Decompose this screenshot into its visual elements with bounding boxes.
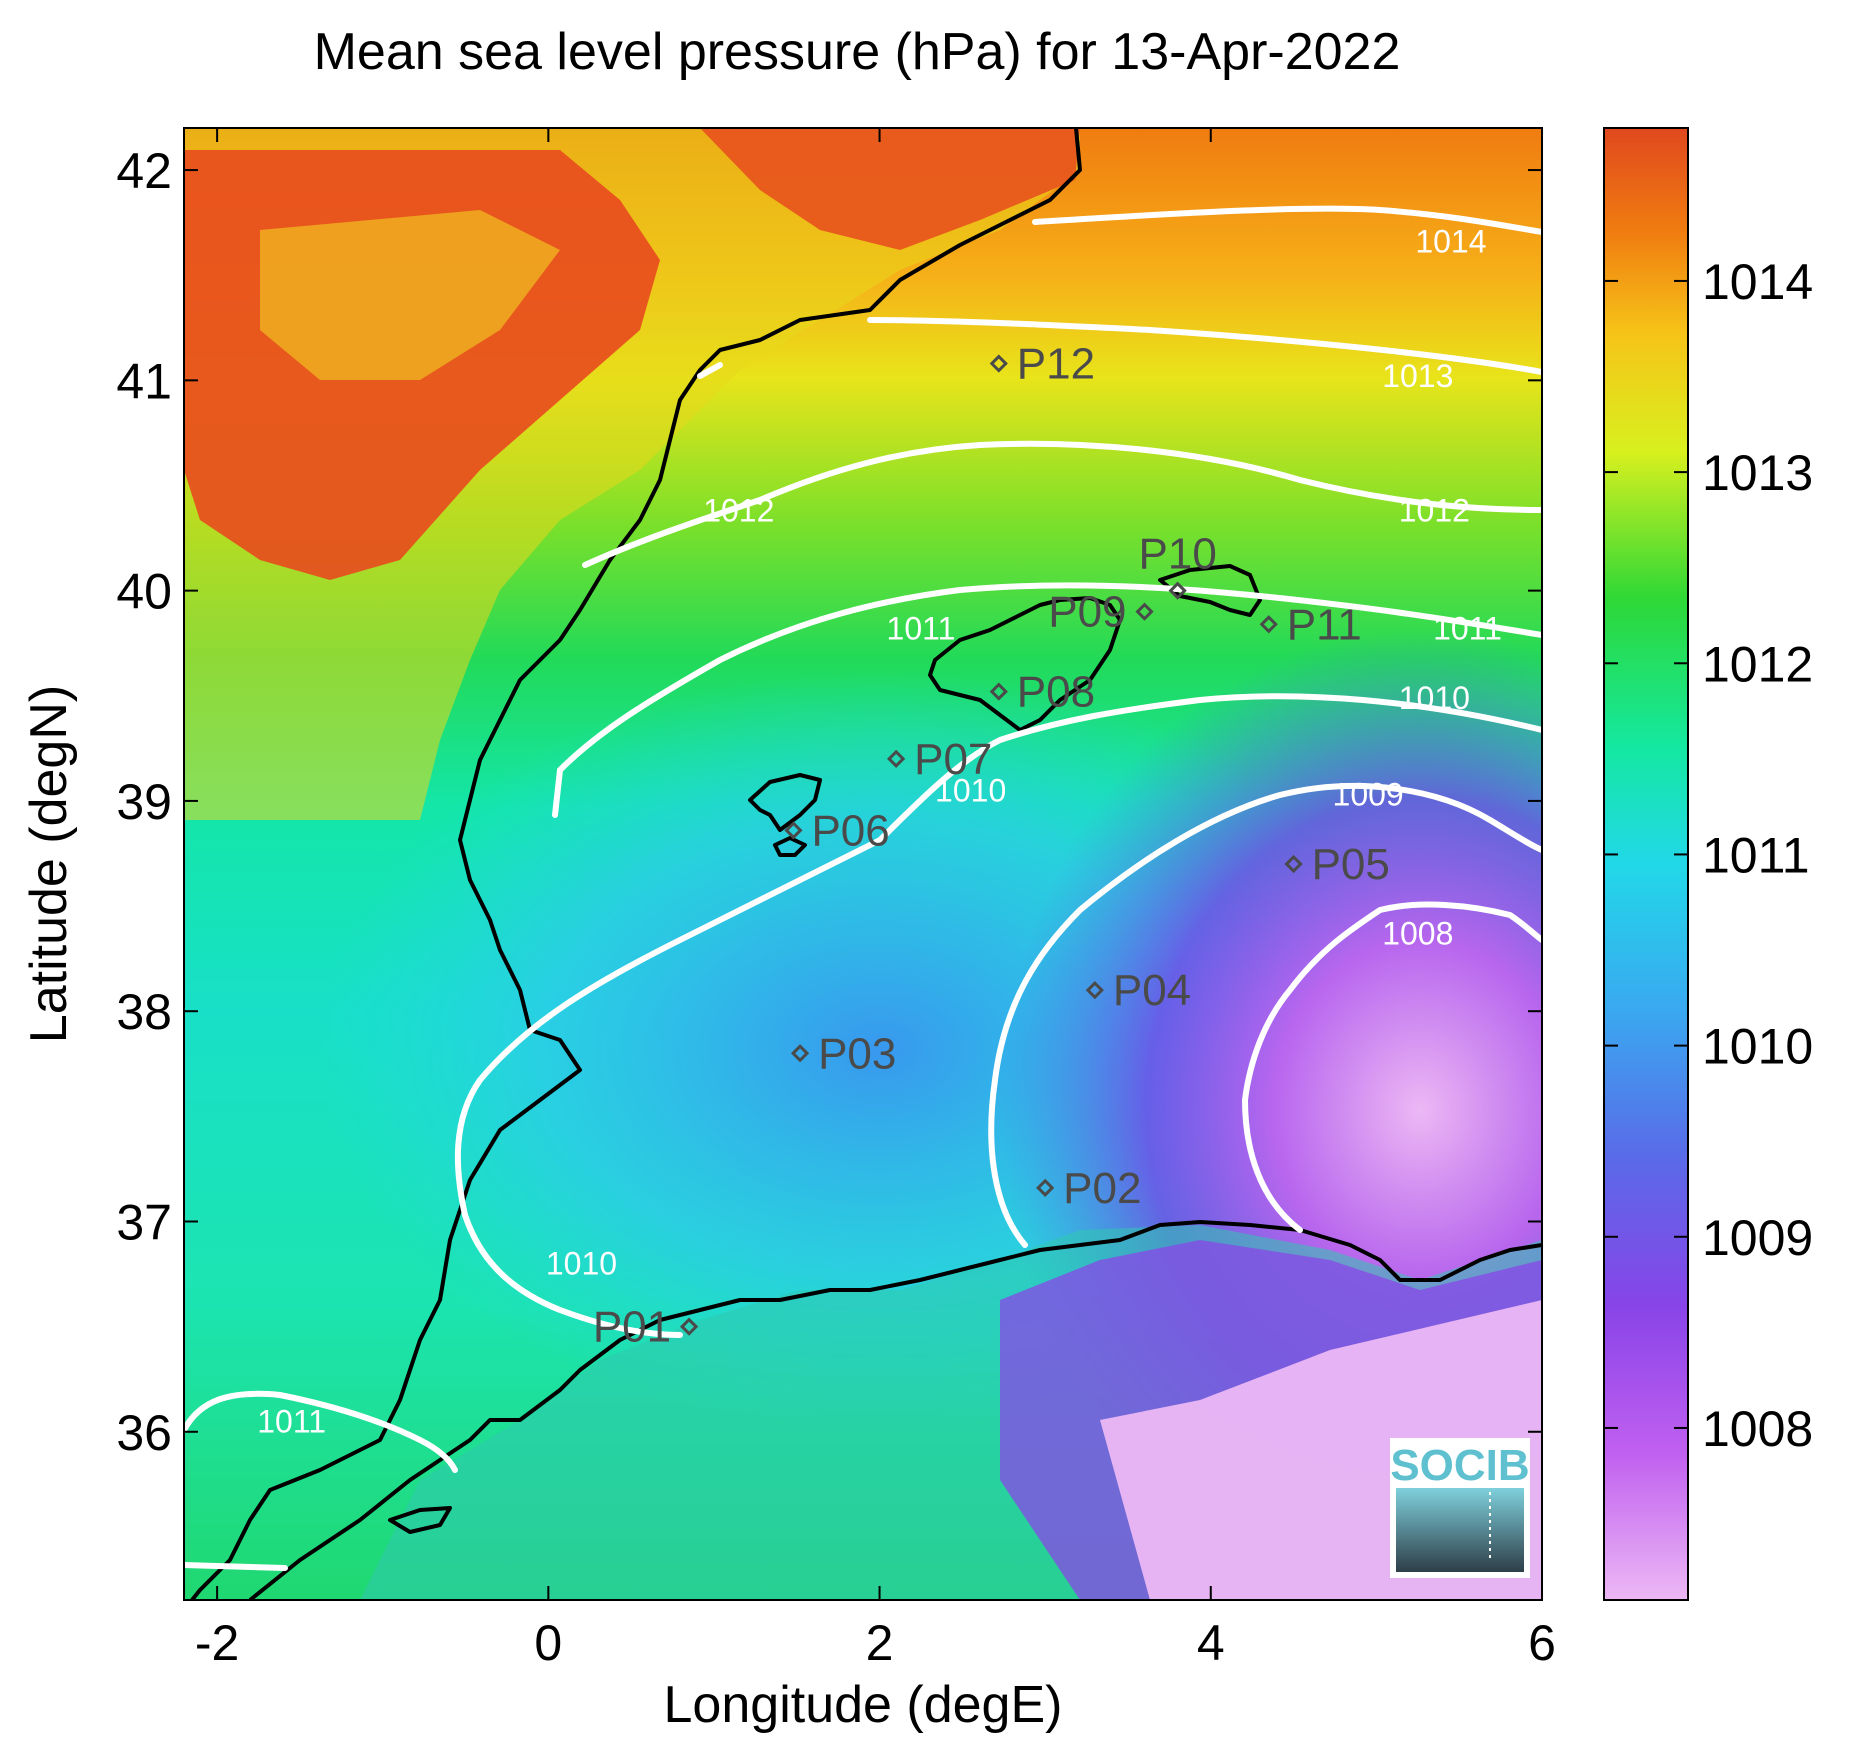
site-marker[interactable]	[887, 749, 906, 768]
site-label: P11	[1287, 600, 1362, 649]
x-tick-label: 6	[1528, 1615, 1556, 1671]
land-iberia-yellow	[260, 210, 560, 380]
isobar-label: 1011	[1433, 610, 1502, 646]
pressure-field	[184, 128, 1542, 1600]
isobars	[184, 205, 1542, 1571]
x-tick-label: 2	[866, 1615, 894, 1671]
site-marker[interactable]	[989, 682, 1008, 701]
y-axis-label: Latitude (degN)	[20, 685, 78, 1043]
y-tick-label: 42	[116, 143, 172, 199]
plot-frame	[183, 127, 1543, 1601]
y-tick-label: 38	[116, 984, 172, 1040]
site-marker[interactable]	[679, 1317, 699, 1336]
y-tick-label: 40	[116, 564, 172, 620]
logo-text: SOCIB	[1390, 1441, 1529, 1490]
isobar-label: 1009	[1333, 777, 1404, 813]
colorbar-tick-label: 1009	[1702, 1210, 1813, 1266]
site-marker[interactable]	[1135, 602, 1154, 621]
coastline-north-africa	[248, 1220, 1542, 1600]
site-label: P04	[1113, 966, 1191, 1015]
x-axis-label: Longitude (degE)	[664, 1676, 1063, 1734]
socib-logo: SOCIB	[1390, 1438, 1530, 1578]
isobar-label: 1014	[1415, 224, 1486, 260]
isobar-labels: 1014 1013 1012 1012 1011 1011 1010 1010 1009 1008…	[257, 224, 1502, 1440]
isobar-label: 1012	[703, 493, 774, 529]
site-markers: P01 P02 P03 P04 P05 P06 P07 P08 P09 P10 P11 P12	[593, 340, 1390, 1352]
x-axis-ticks: -2 0 2 4 6	[195, 128, 1556, 1671]
site-label: P02	[1063, 1164, 1141, 1213]
colorbar-tick-label: 1011	[1702, 827, 1810, 883]
site-marker[interactable]	[1085, 981, 1104, 1000]
isobar-label: 1011	[887, 610, 956, 646]
y-tick-label: 39	[116, 774, 172, 830]
site-marker[interactable]	[790, 1044, 810, 1063]
isobar-1013	[867, 317, 1542, 375]
isobar-1012	[582, 440, 1542, 568]
x-tick-label: 0	[534, 1615, 562, 1671]
site-label: P01	[593, 1303, 671, 1352]
isobar-1010-south	[462, 1212, 683, 1338]
isobar-1010	[454, 693, 1542, 1218]
isobar-1013-west	[697, 362, 723, 379]
land-iberia-north	[700, 128, 1080, 250]
colorbar-ticks: 1014 1013 1012 1011 1010 1009 1008	[1604, 254, 1813, 1457]
isobar-1011-south	[184, 1390, 458, 1473]
coastline-iberia	[189, 128, 1082, 1600]
map-title: Mean sea level pressure (hPa) for 13-Apr…	[313, 23, 1401, 81]
isobar-label: 1010	[935, 772, 1006, 808]
site-label: P07	[914, 735, 992, 784]
y-tick-label: 36	[116, 1405, 172, 1461]
isobar-label: 1012	[1399, 493, 1470, 529]
isobar-1008	[1241, 901, 1542, 1233]
site-label: P09	[1048, 588, 1126, 637]
isobar-1011	[552, 582, 1542, 818]
y-axis-ticks: 42 41 40 39 38 37 36	[116, 143, 1542, 1461]
isobar-label: 1010	[546, 1246, 617, 1282]
site-marker[interactable]	[1168, 581, 1187, 600]
site-label: P06	[811, 806, 889, 855]
colorbar-tick-label: 1012	[1702, 636, 1813, 692]
site-label: P05	[1312, 840, 1390, 889]
isobar-label: 1008	[1382, 915, 1453, 951]
y-tick-label: 37	[116, 1194, 172, 1250]
isobar-1009	[988, 782, 1542, 1248]
x-tick-label: -2	[195, 1615, 239, 1671]
isobar-label: 1010	[1399, 680, 1470, 716]
isobar-1014	[1032, 205, 1542, 235]
colorbar: 1014 1013 1012 1011 1010 1009 1008	[1603, 127, 1813, 1601]
isobar-1011-southwest	[184, 1562, 288, 1571]
x-tick-label: 4	[1197, 1615, 1225, 1671]
site-marker[interactable]	[784, 821, 803, 840]
coastline-mallorca	[928, 596, 1122, 732]
site-label: P03	[818, 1029, 896, 1078]
coastline-menorca	[1158, 564, 1262, 617]
site-marker[interactable]	[989, 354, 1008, 373]
coastline-alboran	[388, 1506, 452, 1534]
coastline-ibiza	[748, 773, 822, 832]
colorbar-tick-label: 1013	[1702, 445, 1813, 501]
coastline-formentera	[773, 836, 807, 857]
site-marker[interactable]	[1284, 854, 1303, 874]
coastlines	[189, 128, 1542, 1600]
colorbar-tick-label: 1008	[1702, 1401, 1813, 1457]
colorbar-tick-label: 1010	[1702, 1019, 1813, 1075]
site-label: P12	[1017, 340, 1095, 389]
isobar-label: 1013	[1382, 358, 1453, 394]
site-marker[interactable]	[1259, 615, 1278, 634]
colorbar-scale	[1603, 127, 1689, 1601]
colorbar-tick-label: 1014	[1702, 254, 1813, 310]
isobar-label: 1011	[257, 1403, 326, 1439]
y-tick-label: 41	[116, 353, 172, 409]
site-label: P08	[1017, 668, 1095, 717]
site-marker[interactable]	[1036, 1178, 1055, 1197]
site-label: P10	[1139, 530, 1217, 579]
